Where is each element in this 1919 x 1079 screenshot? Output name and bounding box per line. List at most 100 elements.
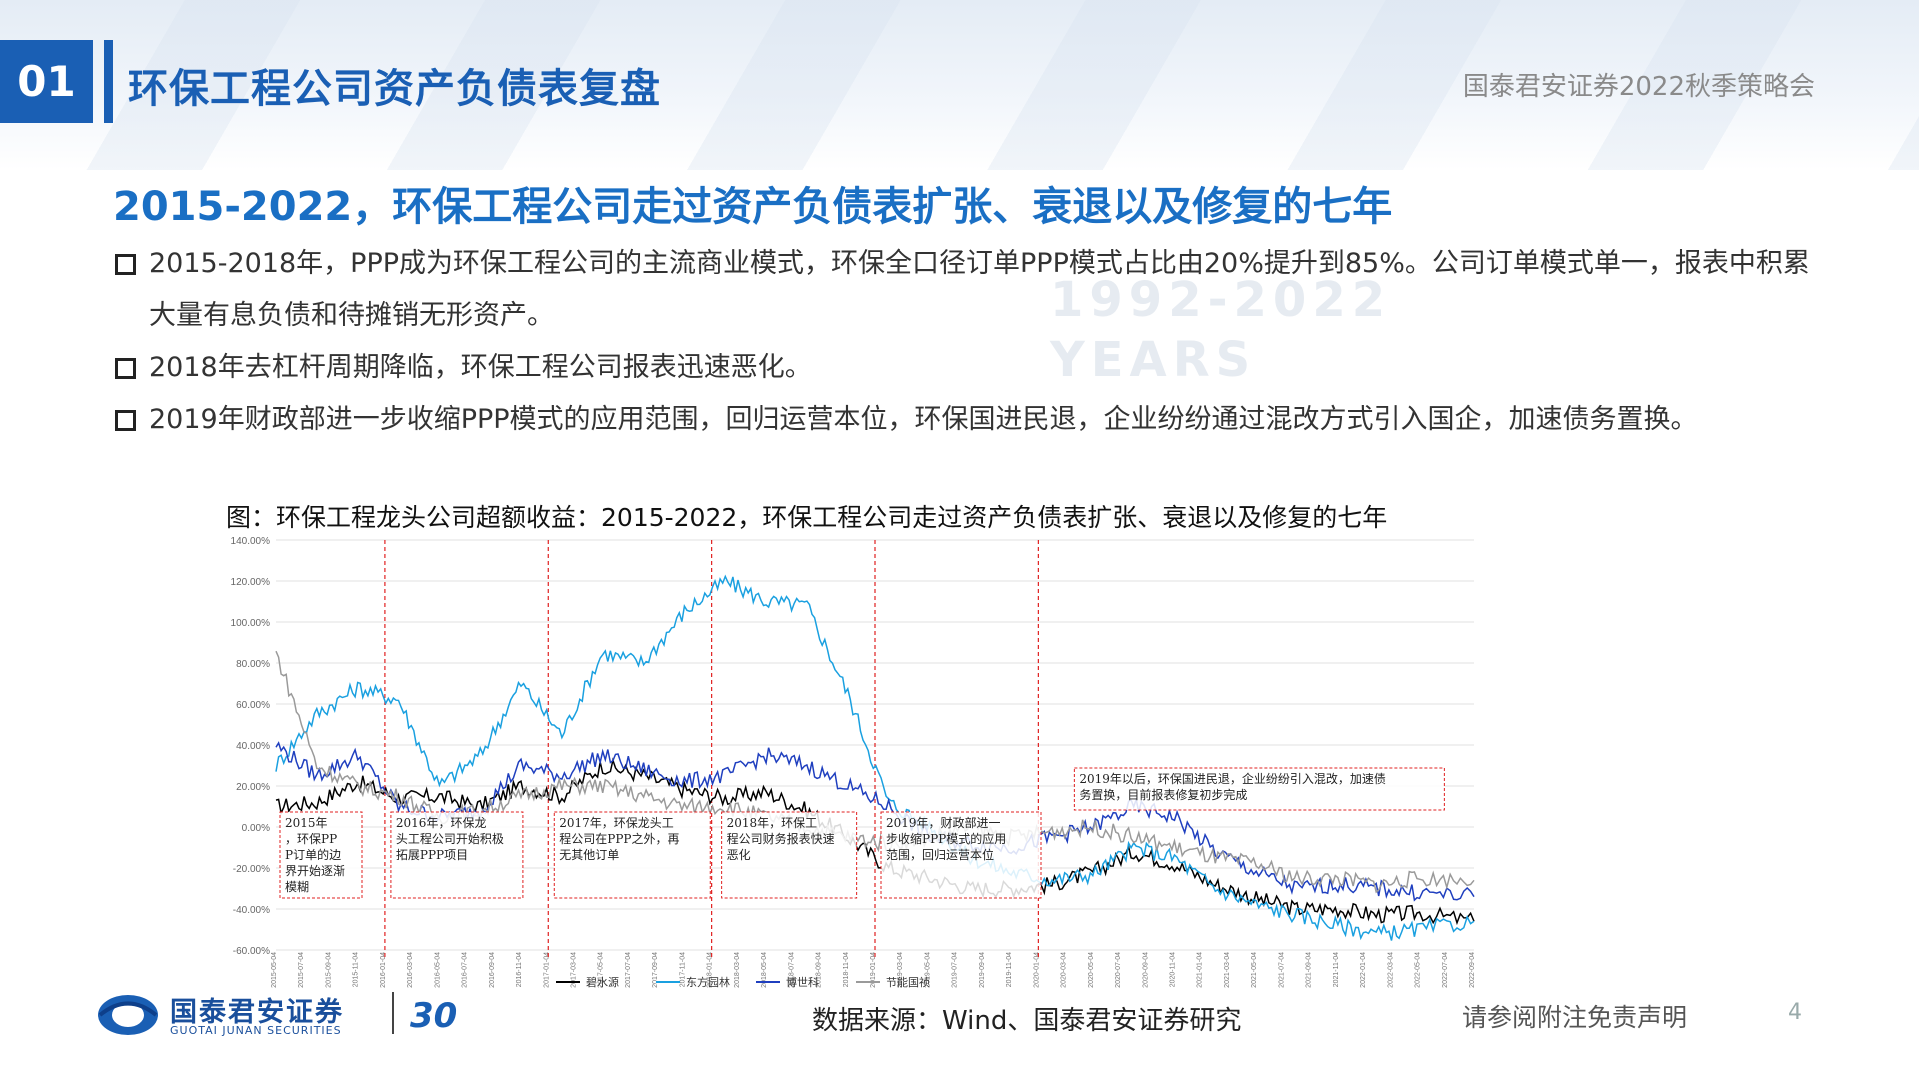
annotation-text: 2016年，环保龙	[396, 816, 487, 830]
annotation-text: 2019年以后，环保国进民退，企业纷纷引入混改，加速债	[1079, 771, 1386, 786]
y-tick-label: 120.00%	[231, 577, 271, 588]
checkbox-bullet-icon	[115, 358, 136, 379]
annotation-text: P订单的边	[285, 847, 341, 862]
x-tick-label: 2020-05-04	[1088, 952, 1095, 988]
y-tick-label: 80.00%	[236, 659, 270, 670]
annotation-text: 2017年，环保龙头工	[559, 816, 674, 830]
bullet-text: 2015-2018年，PPP成为环保工程公司的主流商业模式，环保全口径订单PPP…	[149, 248, 1810, 331]
legend-label: 节能国祯	[886, 975, 930, 989]
annotation-text: ，环保PP	[285, 832, 337, 846]
x-tick-label: 2017-07-04	[625, 952, 632, 988]
annotation-text: 2018年，环保工	[727, 816, 818, 830]
x-tick-label: 2019-01-04	[870, 952, 877, 988]
section-divider	[104, 40, 113, 123]
x-tick-label: 2021-09-04	[1306, 952, 1313, 988]
x-tick-label: 2018-01-04	[707, 952, 714, 988]
x-tick-label: 2016-03-04	[407, 952, 414, 988]
x-tick-label: 2021-01-04	[1197, 952, 1204, 988]
chart-svg: 140.00% 120.00% 100.00% 80.00% 60.00% 40.00% 2…	[231, 536, 1476, 989]
y-tick-label: 100.00%	[231, 618, 271, 629]
y-tick-label: 40.00%	[236, 741, 270, 752]
legend-label: 博世科	[786, 975, 819, 989]
watermark-years-range: 1992-2022	[1050, 272, 1392, 328]
x-tick-label: 2017-05-04	[598, 952, 605, 988]
x-tick-label: 2020-03-04	[1061, 952, 1068, 988]
bullet-item: 2015-2018年，PPP成为环保工程公司的主流商业模式，环保全口径订单PPP…	[113, 238, 1833, 342]
annotation-text: 拓展PPP项目	[396, 848, 468, 862]
checkbox-bullet-icon	[115, 254, 136, 275]
annotation-text: 步收缩PPP模式的应用	[886, 831, 1006, 846]
y-tick-label: 140.00%	[231, 536, 271, 547]
x-tick-label: 2020-11-04	[1170, 952, 1177, 987]
chart-title: 图：环保工程龙头公司超额收益：2015-2022，环保工程公司走过资产负债表扩张…	[226, 503, 1388, 532]
series-line-3	[275, 650, 1475, 894]
x-tick-label: 2017-01-04	[543, 952, 550, 988]
annotation-box	[880, 811, 1042, 899]
x-tick-label: 2020-07-04	[1115, 952, 1122, 988]
x-tick-label: 2015-07-04	[298, 952, 305, 988]
annotation-text: 2015年	[285, 816, 328, 830]
x-tick-label: 2018-07-04	[788, 952, 795, 988]
checkbox-bullet-icon	[115, 410, 136, 431]
anniversary-30-logo: 30	[410, 996, 458, 1036]
x-tick-label: 2018-05-04	[761, 952, 768, 988]
y-tick-label: 0.00%	[242, 823, 270, 834]
company-logo: 国泰君安证券 GUOTAI JUNAN SECURITIES 30	[96, 990, 536, 1040]
x-tick-label: 2021-03-04	[1224, 952, 1231, 988]
data-source: 数据来源：Wind、国泰君安证券研究	[812, 1006, 1242, 1036]
x-tick-label: 2018-09-04	[816, 952, 823, 988]
x-tick-label: 2019-09-04	[979, 952, 986, 988]
annotation-box	[553, 811, 711, 899]
x-tick-label: 2018-03-04	[734, 952, 741, 988]
disclaimer-link[interactable]: 请参阅附注免责声明	[1462, 1003, 1688, 1032]
x-tick-label: 2022-09-04	[1469, 952, 1476, 988]
x-tick-label: 2017-11-04	[679, 952, 686, 987]
annotation-box	[279, 811, 363, 899]
x-tick-label: 2016-09-04	[489, 952, 496, 988]
section-number: 01	[0, 40, 93, 123]
bullet-list: 2015-2018年，PPP成为环保工程公司的主流商业模式，环保全口径订单PPP…	[113, 238, 1833, 446]
x-tick-label: 2022-05-04	[1415, 952, 1422, 988]
logo-divider	[392, 992, 394, 1034]
annotation-text: 模糊	[285, 879, 309, 894]
x-tick-label: 2018-11-04	[843, 952, 850, 987]
watermark-years-label: YEARS	[1050, 332, 1257, 388]
x-tick-label: 2019-07-04	[952, 952, 959, 988]
annotation-text: 界开始逐渐	[285, 864, 345, 878]
x-tick-label: 2016-07-04	[462, 952, 469, 988]
y-tick-label: -20.00%	[233, 864, 270, 875]
annotation-text: 头工程公司开始积极	[396, 831, 504, 846]
legend-label: 碧水源	[586, 975, 619, 989]
legend-label: 东方园林	[686, 975, 730, 989]
annotation-text: 无其他订单	[559, 848, 619, 862]
annotation-text: 范围，回归运营本位	[886, 847, 994, 862]
page-number: 4	[1788, 1000, 1802, 1025]
series-line-1	[275, 574, 1475, 941]
x-tick-label: 2021-07-04	[1278, 952, 1285, 988]
annotation-text: 2019年，财政部进一	[886, 815, 1001, 830]
annotation-box	[390, 811, 524, 899]
event-name: 国泰君安证券2022秋季策略会	[1462, 72, 1815, 102]
logo-text: 国泰君安证券	[170, 997, 344, 1028]
x-tick-label: 2015-05-04	[271, 952, 278, 988]
annotation-text: 程公司财务报表快速	[727, 831, 835, 846]
section-title: 环保工程公司资产负债表复盘	[128, 66, 661, 112]
annotation-box	[721, 811, 858, 899]
x-tick-label: 2022-03-04	[1387, 952, 1394, 988]
y-tick-label: 60.00%	[236, 700, 270, 711]
x-tick-label: 2016-01-04	[380, 952, 387, 988]
bullet-item: 2019年财政部进一步收缩PPP模式的应用范围，回归运营本位，环保国进民退，企业…	[113, 394, 1833, 446]
x-tick-label: 2019-03-04	[897, 952, 904, 988]
x-tick-label: 2022-01-04	[1360, 952, 1367, 988]
annotation-box	[1073, 767, 1445, 811]
x-tick-label: 2015-11-04	[353, 952, 360, 987]
excess-return-chart: 140.00% 120.00% 100.00% 80.00% 60.00% 40.00% 2…	[228, 528, 1488, 990]
x-tick-label: 2017-03-04	[571, 952, 578, 988]
y-tick-label: -40.00%	[233, 905, 270, 916]
x-tick-label: 2020-09-04	[1142, 952, 1149, 988]
x-tick-label: 2020-01-04	[1033, 952, 1040, 988]
header-background	[0, 0, 1919, 170]
annotation-text: 恶化	[727, 848, 751, 862]
x-tick-label: 2019-11-04	[1006, 952, 1013, 987]
bullet-item: 2018年去杠杆周期降临，环保工程公司报表迅速恶化。	[113, 342, 1833, 394]
